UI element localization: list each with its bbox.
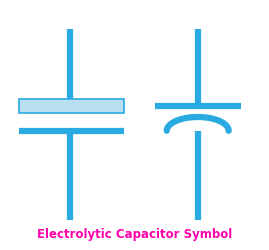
Bar [19,99,124,113]
Text: Electrolytic Capacitor Symbol: Electrolytic Capacitor Symbol [37,227,232,240]
